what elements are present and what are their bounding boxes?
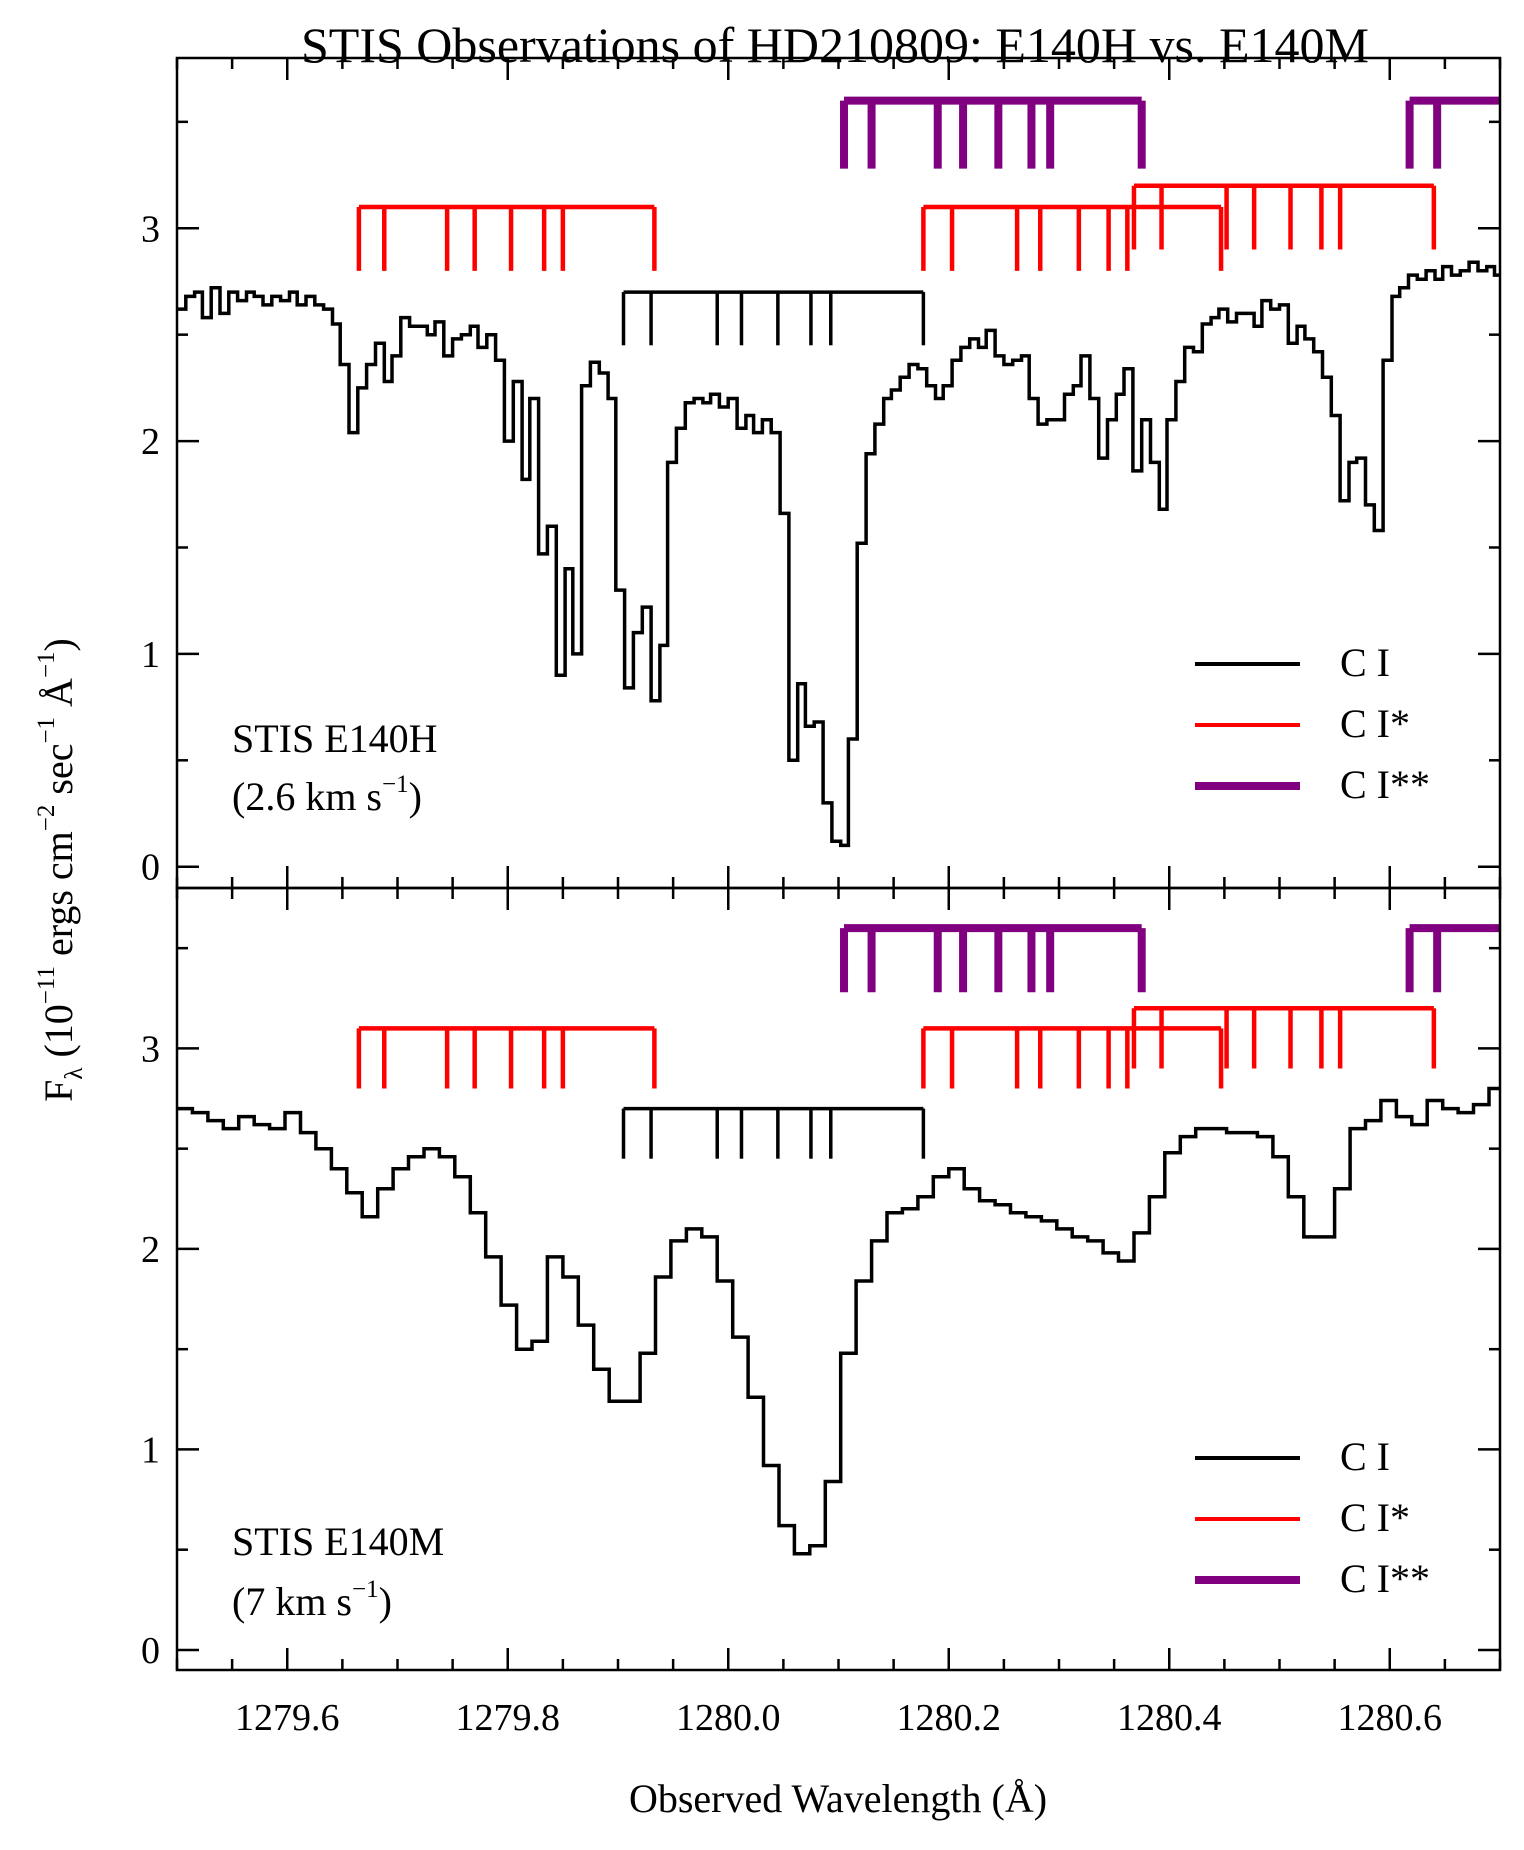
legend-label: C I* bbox=[1340, 701, 1410, 746]
ylabel-part-7: sec bbox=[36, 744, 81, 805]
y-tick-label: 1 bbox=[141, 1429, 160, 1471]
x-tick-label: 1279.6 bbox=[235, 1697, 340, 1739]
y-tick-label: 0 bbox=[141, 847, 160, 889]
x-tick-label: 1280.0 bbox=[676, 1697, 781, 1739]
panel-label-e140m: STIS E140M bbox=[232, 1519, 444, 1564]
x-tick-label: 1279.8 bbox=[456, 1697, 561, 1739]
ylabel-part-8: −1 bbox=[33, 717, 60, 744]
ylabel-part-10: −1 bbox=[33, 651, 60, 678]
legend-label: C I** bbox=[1340, 1556, 1430, 1601]
ylabel-part-9: Å bbox=[36, 678, 81, 717]
resolution-e140h-exp: −1 bbox=[382, 771, 409, 798]
x-tick-label: 1280.2 bbox=[897, 1697, 1002, 1739]
legend-label: C I** bbox=[1340, 762, 1430, 807]
ylabel-part-11: ) bbox=[36, 638, 81, 651]
y-tick-label: 3 bbox=[141, 208, 160, 250]
resolution-e140h-prefix: (2.6 km s bbox=[232, 774, 382, 819]
legend-bottom-panel: C I C I* C I** bbox=[1195, 1434, 1430, 1601]
spectrum-e140m bbox=[177, 1086, 1500, 1556]
legend-top-panel: C I C I* C I** bbox=[1195, 640, 1430, 807]
chart-title: STIS Observations of HD210809: E140H vs.… bbox=[301, 17, 1369, 73]
y-tick-label: 2 bbox=[141, 1229, 160, 1271]
y-tick-label: 1 bbox=[141, 634, 160, 676]
x-axis-label: Observed Wavelength (Å) bbox=[629, 1776, 1047, 1821]
spectrum-e140h bbox=[177, 260, 1500, 848]
legend-label: C I bbox=[1340, 1434, 1390, 1479]
frame-top-panel bbox=[175, 56, 1502, 890]
resolution-e140h: (2.6 km s−1) bbox=[232, 771, 422, 819]
panel-e140m: 0 1 2 3 STIS E140M (7 km s−1) C I C I* C I** bbox=[141, 886, 1502, 1672]
resolution-e140m-exp: −1 bbox=[352, 1576, 379, 1603]
legend-label: C I bbox=[1340, 640, 1390, 685]
ylabel-part-4: −11 bbox=[33, 966, 60, 1004]
panel-e140h: 0 1 2 3 STIS E140H (2.6 km s−1) C I C I* C I*… bbox=[141, 56, 1502, 890]
x-tick-labels: 1279.6 1279.8 1280.0 1280.2 1280.4 1280.6 bbox=[235, 1697, 1442, 1739]
y-tick-label: 0 bbox=[141, 1630, 160, 1672]
resolution-e140m: (7 km s−1) bbox=[232, 1576, 392, 1624]
panel-label-e140h: STIS E140H bbox=[232, 716, 438, 761]
legend-label: C I* bbox=[1340, 1495, 1410, 1540]
y-tick-label: 3 bbox=[141, 1028, 160, 1070]
x-tick-label: 1280.4 bbox=[1117, 1697, 1222, 1739]
x-tick-label: 1280.6 bbox=[1338, 1697, 1443, 1739]
y-axis-label: Fλ (10−11 ergs cm−2 sec−1 Å−1) bbox=[33, 638, 88, 1102]
frame-bottom-panel bbox=[175, 886, 1502, 1672]
ylabel-part-5: ergs cm bbox=[36, 831, 81, 966]
axis-ticks-top-panel: 0 1 2 3 bbox=[141, 58, 1502, 889]
ylabel-part-3: (10 bbox=[36, 1004, 81, 1067]
ylabel-part-1: F bbox=[36, 1080, 81, 1102]
line-markers-bottom-panel bbox=[356, 924, 1500, 1159]
line-markers-top-panel bbox=[356, 96, 1500, 346]
y-tick-label: 2 bbox=[141, 421, 160, 463]
resolution-e140h-suffix: ) bbox=[409, 774, 422, 819]
resolution-e140m-prefix: (7 km s bbox=[232, 1579, 352, 1624]
ylabel-part-6: −2 bbox=[33, 805, 60, 832]
resolution-e140m-suffix: ) bbox=[379, 1579, 392, 1624]
ylabel-part-2: λ bbox=[61, 1068, 88, 1080]
